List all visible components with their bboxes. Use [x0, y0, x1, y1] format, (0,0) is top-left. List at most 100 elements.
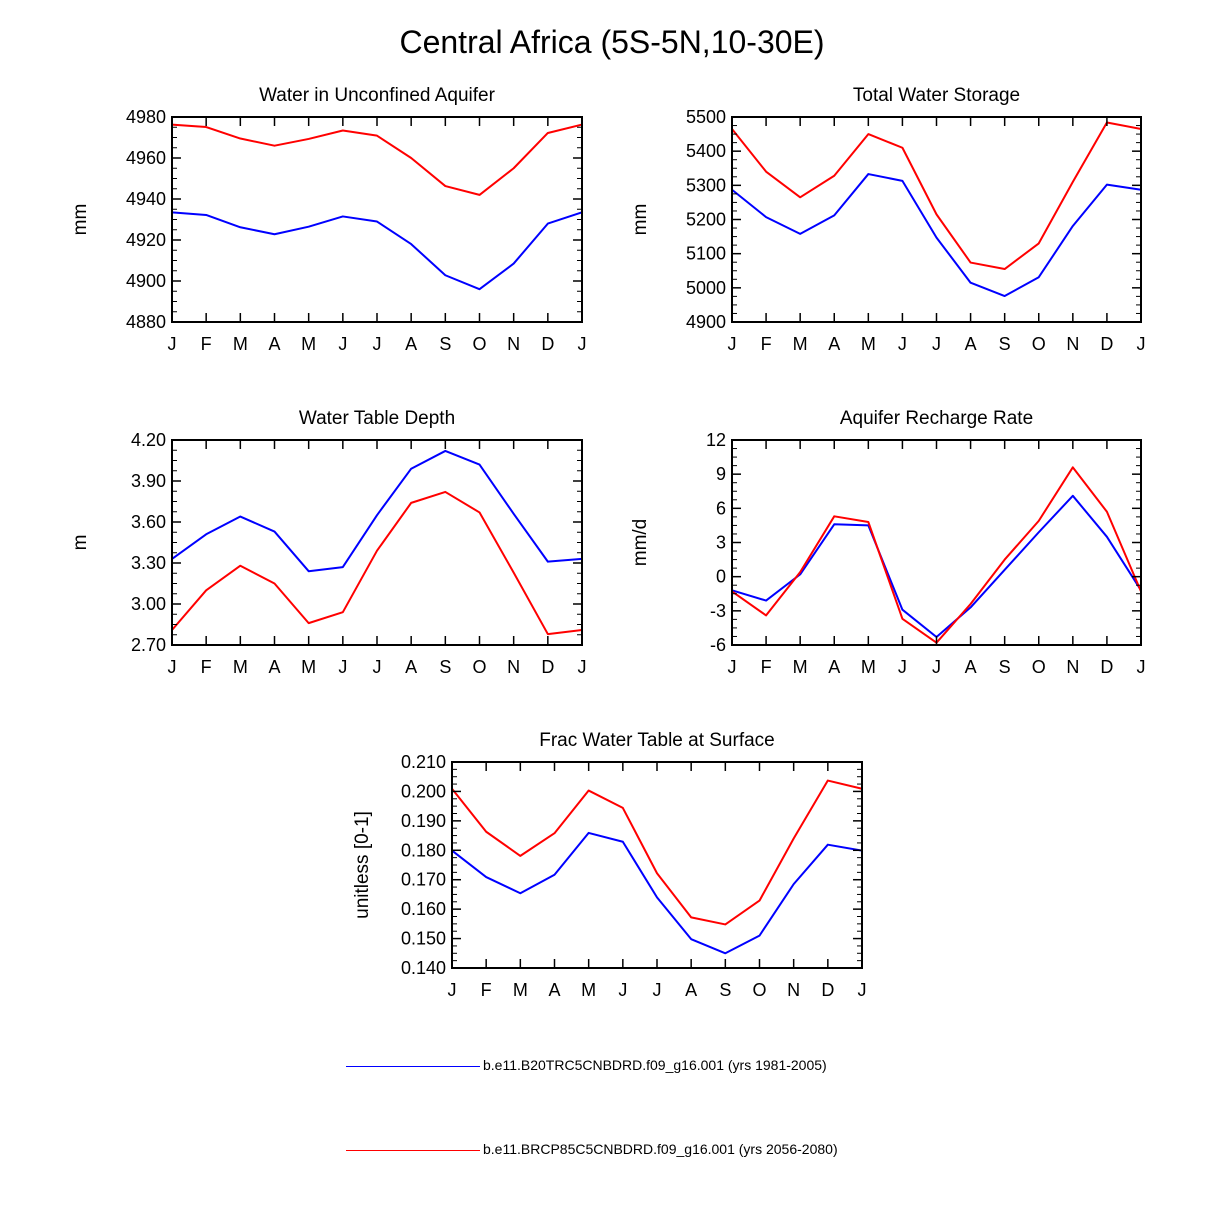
- y-tick-label: 5100: [686, 244, 726, 264]
- x-tick-label: M: [861, 334, 876, 354]
- y-tick-label: 3: [716, 533, 726, 553]
- plot-frame: [731, 116, 1142, 323]
- x-tick-label: J: [578, 334, 587, 354]
- chart-title: Water Table Depth: [299, 408, 455, 429]
- y-tick-label: 6: [716, 498, 726, 518]
- x-tick-label: J: [898, 657, 907, 677]
- x-tick-label: J: [932, 334, 941, 354]
- x-tick-label: A: [405, 657, 417, 677]
- x-tick-label: A: [965, 334, 977, 354]
- x-tick-label: A: [965, 657, 977, 677]
- legend-line-baseline: [346, 1066, 480, 1067]
- x-tick-label: A: [268, 657, 280, 677]
- y-tick-label: 0.160: [401, 899, 446, 919]
- chart-panel-3: J F M A M J J A S O N D J2.703.003.303.603.904.20Wat…: [70, 408, 587, 677]
- y-axis-label: mm/d: [630, 519, 651, 567]
- figure-title: Central Africa (5S-5N,10-30E): [399, 24, 825, 60]
- series-line-future: [731, 466, 1142, 644]
- x-tick-label: O: [752, 980, 766, 1000]
- x-tick-label: J: [448, 980, 457, 1000]
- x-tick-label: A: [548, 980, 560, 1000]
- x-tick-label: D: [541, 334, 554, 354]
- x-tick-label: N: [507, 657, 520, 677]
- y-tick-label: -3: [710, 601, 726, 621]
- y-tick-label: 5300: [686, 175, 726, 195]
- x-tick-label: J: [898, 334, 907, 354]
- y-tick-label: 4920: [126, 230, 166, 250]
- plot-frame: [451, 761, 863, 969]
- x-tick-label: M: [861, 657, 876, 677]
- x-tick-label: J: [338, 657, 347, 677]
- y-tick-label: 9: [716, 464, 726, 484]
- y-tick-label: 4900: [126, 271, 166, 291]
- y-tick-label: 0.200: [401, 781, 446, 801]
- x-tick-label: F: [201, 334, 212, 354]
- x-tick-label: F: [481, 980, 492, 1000]
- y-axis-label: mm: [630, 204, 651, 236]
- series-line-baseline: [171, 211, 583, 291]
- x-tick-label: J: [338, 334, 347, 354]
- x-tick-label: N: [1066, 657, 1079, 677]
- x-tick-label: J: [932, 657, 941, 677]
- x-tick-label: M: [581, 980, 596, 1000]
- y-tick-label: 4980: [126, 107, 166, 127]
- x-tick-label: A: [268, 334, 280, 354]
- x-tick-label: M: [233, 334, 248, 354]
- x-tick-label: D: [1100, 657, 1113, 677]
- series-line-future: [171, 123, 583, 196]
- x-tick-label: S: [999, 334, 1011, 354]
- x-tick-label: O: [472, 334, 486, 354]
- chart-panel-1: J F M A M J J A S O N D J488049004920494049604980Wat…: [70, 85, 587, 354]
- x-tick-label: J: [618, 980, 627, 1000]
- y-tick-label: 4960: [126, 148, 166, 168]
- x-tick-label: J: [578, 657, 587, 677]
- x-tick-label: S: [439, 334, 451, 354]
- legend-label-future: b.e11.BRCP85C5CNBDRD.f09_g16.001 (yrs 20…: [483, 1141, 838, 1157]
- series-line-baseline: [171, 449, 583, 573]
- legend-line-future: [346, 1150, 480, 1151]
- chart-panel-5: J F M A M J J A S O N D J0.1400.1500.1600.1700.1800.…: [352, 730, 867, 1000]
- plot-frame: [171, 116, 583, 323]
- legend-label-baseline: b.e11.B20TRC5CNBDRD.f09_g16.001 (yrs 198…: [483, 1057, 827, 1073]
- y-tick-label: 5400: [686, 141, 726, 161]
- x-tick-label: J: [373, 334, 382, 354]
- y-axis-label: unitless [0-1]: [352, 811, 373, 919]
- y-tick-label: 3.60: [131, 512, 166, 532]
- plot-frame: [171, 439, 583, 646]
- y-tick-label: 4.20: [131, 430, 166, 450]
- x-tick-label: J: [858, 980, 867, 1000]
- series-line-future: [451, 779, 863, 926]
- y-tick-label: 4880: [126, 312, 166, 332]
- x-tick-label: M: [513, 980, 528, 1000]
- y-tick-label: 5500: [686, 107, 726, 127]
- series-line-future: [731, 121, 1142, 271]
- x-tick-label: M: [233, 657, 248, 677]
- x-tick-label: D: [1100, 334, 1113, 354]
- chart-panel-2: J F M A M J J A S O N D J490050005100520053005400550…: [630, 85, 1146, 354]
- x-tick-label: F: [761, 657, 772, 677]
- series-line-baseline: [731, 494, 1142, 639]
- chart-title: Aquifer Recharge Rate: [840, 408, 1033, 429]
- x-tick-label: F: [201, 657, 212, 677]
- y-tick-label: 4900: [686, 312, 726, 332]
- y-tick-label: 2.70: [131, 635, 166, 655]
- chart-title: Water in Unconfined Aquifer: [259, 85, 496, 106]
- y-tick-label: -6: [710, 635, 726, 655]
- x-tick-label: A: [685, 980, 697, 1000]
- y-tick-label: 0: [716, 567, 726, 587]
- y-tick-label: 0.210: [401, 752, 446, 772]
- x-tick-label: J: [1137, 657, 1146, 677]
- series-line-baseline: [451, 831, 863, 955]
- chart-title: Total Water Storage: [853, 85, 1020, 106]
- x-tick-label: J: [168, 334, 177, 354]
- y-tick-label: 0.180: [401, 840, 446, 860]
- y-tick-label: 3.00: [131, 594, 166, 614]
- x-tick-label: A: [828, 657, 840, 677]
- x-tick-label: M: [793, 657, 808, 677]
- y-tick-label: 3.90: [131, 471, 166, 491]
- x-tick-label: S: [439, 657, 451, 677]
- x-tick-label: A: [405, 334, 417, 354]
- x-tick-label: J: [1137, 334, 1146, 354]
